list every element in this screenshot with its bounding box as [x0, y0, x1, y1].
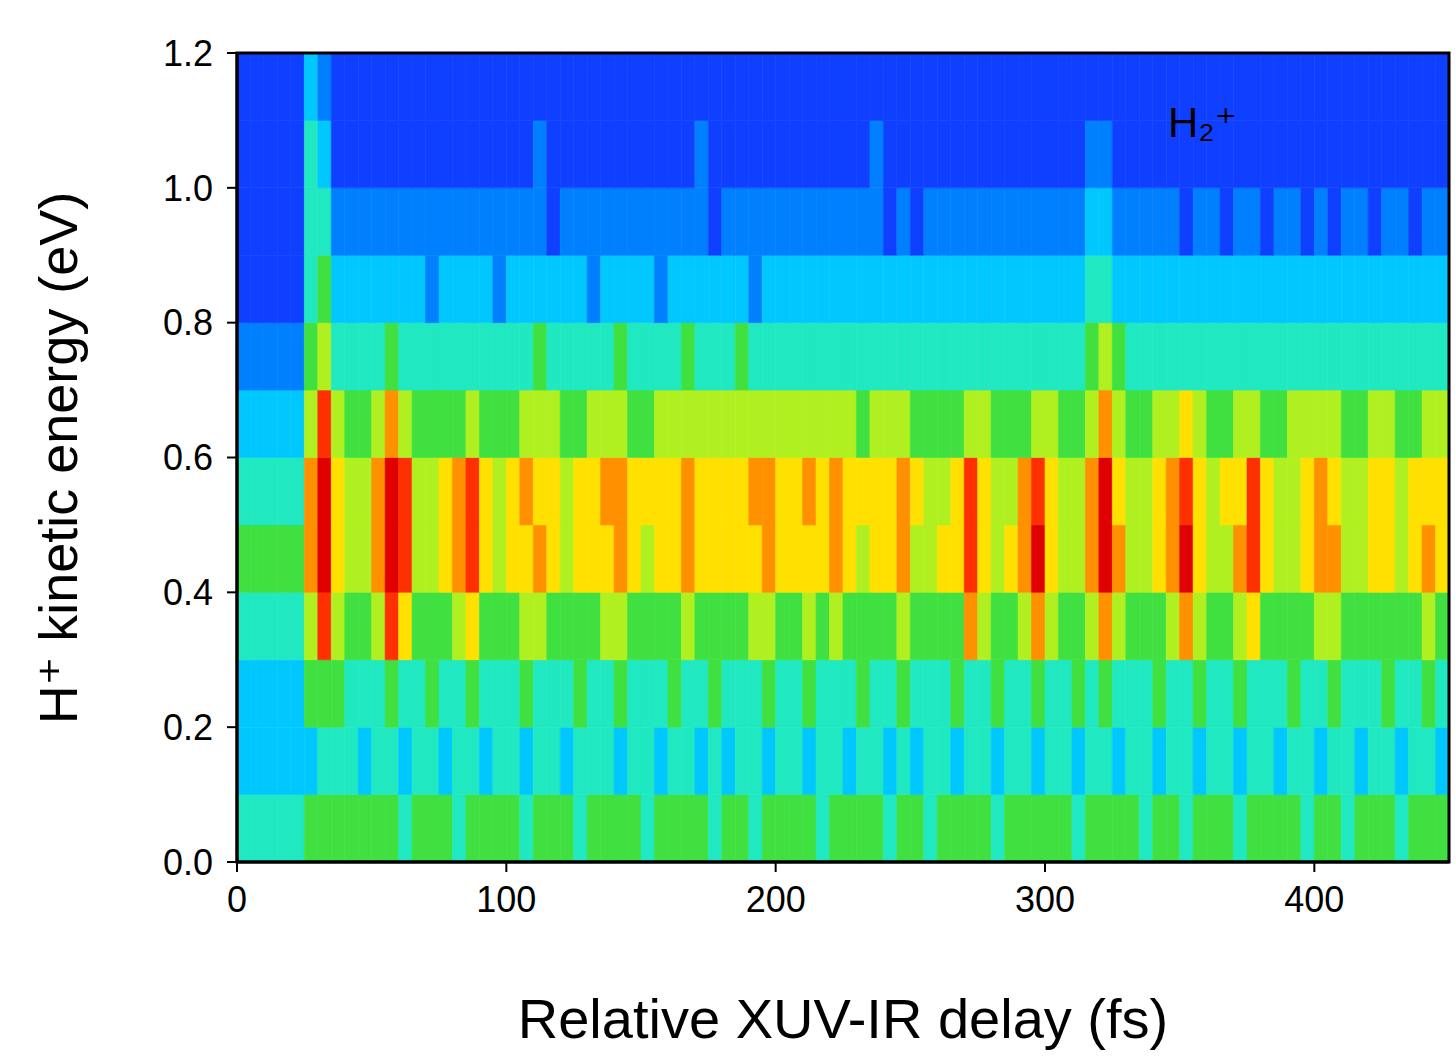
- svg-text:0.2: 0.2: [163, 707, 213, 748]
- html-text:Relative XUV-IR delay (fs): Relative XUV-IR delay (fs): [517, 986, 1169, 1050]
- svg-text:1.0: 1.0: [163, 168, 213, 209]
- svg-text:300: 300: [1015, 879, 1075, 920]
- svg-text:0.8: 0.8: [163, 302, 213, 343]
- svg-text:0.6: 0.6: [163, 437, 213, 478]
- svg-text:100: 100: [476, 879, 536, 920]
- svg-text:1.2: 1.2: [163, 33, 213, 74]
- html-text:H₂⁺: H₂⁺: [1168, 99, 1237, 146]
- svg-text:0.4: 0.4: [163, 572, 213, 613]
- svg-text:200: 200: [746, 879, 806, 920]
- html-text:H⁺ kinetic energy (eV): H⁺ kinetic energy (eV): [27, 191, 88, 724]
- svg-text:0: 0: [227, 879, 247, 920]
- svg-text:400: 400: [1284, 879, 1344, 920]
- svg-text:0.0: 0.0: [163, 842, 213, 883]
